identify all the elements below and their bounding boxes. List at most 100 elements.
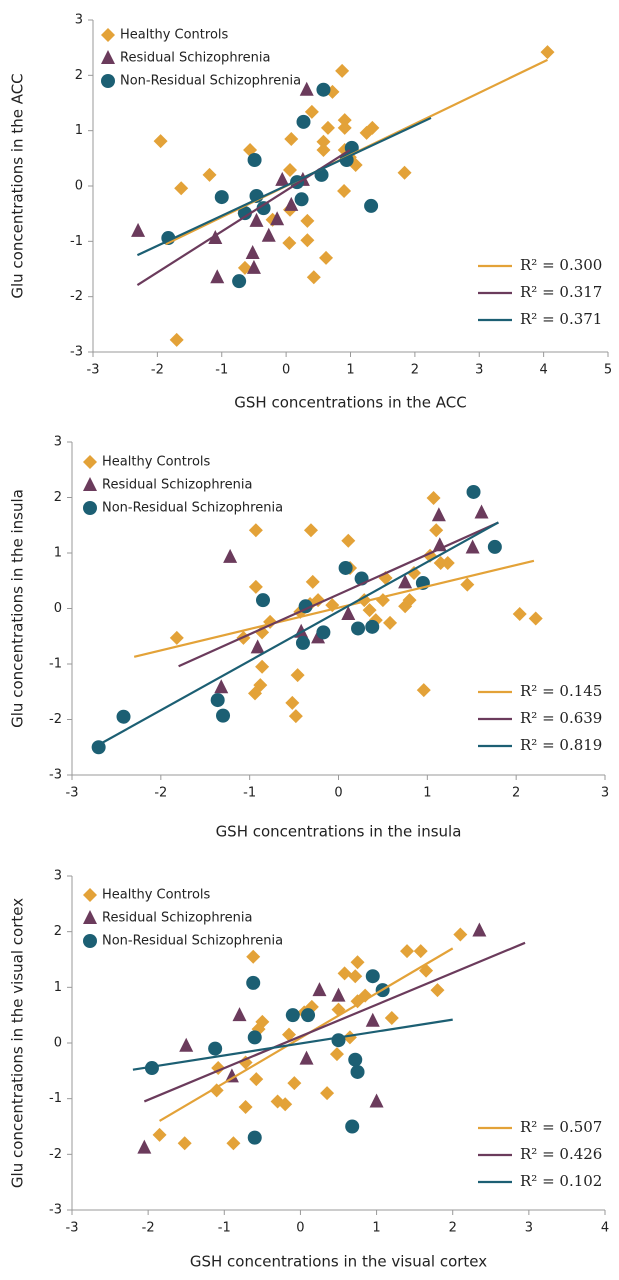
y-tick-label: 3 [54,435,62,450]
r2-label: R² = 0.145 [520,682,602,700]
x-tick-label: 1 [423,786,431,801]
point [345,1119,360,1134]
point [296,114,311,129]
point [131,222,146,237]
point [238,1055,253,1070]
x-tick-label: -1 [215,363,228,378]
point [247,152,262,167]
y-tick-label: 0 [75,179,83,194]
point [320,1086,335,1101]
x-axis-title: GSH concentrations in the visual cortex [190,1253,487,1271]
y-axis-title: Glu concentrations in the insula [9,489,27,728]
point [285,695,300,710]
point [299,1050,314,1065]
point [270,211,285,226]
point [416,683,431,698]
trend-line [133,559,535,658]
point [407,565,422,580]
point [487,539,502,554]
x-tick-label: -3 [87,363,100,378]
point [348,1052,363,1067]
legend-label: Healthy Controls [102,455,211,470]
point [431,507,446,522]
x-tick-label: -2 [154,786,167,801]
y-tick-label: -3 [49,1203,62,1218]
x-tick-label: 0 [334,786,342,801]
x-tick-label: 3 [525,1221,533,1236]
trend-line [132,1018,453,1071]
point [365,120,380,135]
point [179,1037,194,1052]
y-tick-label: 0 [54,1036,62,1051]
legend-label: Healthy Controls [120,28,229,43]
point [460,577,475,592]
y-tick-label: 3 [54,869,62,884]
point [249,212,264,227]
point [284,196,299,211]
legend-label: Residual Schizophrenia [102,911,252,926]
point [246,949,261,964]
y-tick-label: 2 [54,924,62,939]
point [232,1007,247,1022]
y-tick-label: -2 [70,289,83,304]
point [285,1008,300,1023]
point [137,1139,152,1154]
y-tick-label: 2 [54,490,62,505]
legend-label: Residual Schizophrenia [120,51,270,66]
trend-line [93,521,499,749]
point [316,143,331,158]
point [256,201,271,216]
point [369,1093,384,1108]
point [350,955,365,970]
point [472,922,487,937]
point [294,192,309,207]
point [540,45,555,60]
legend-marker [101,74,115,88]
trend-line [143,941,526,1103]
x-tick-label: 1 [372,1221,380,1236]
point [255,659,270,674]
point [152,1127,167,1142]
trend-line [178,521,499,668]
point [335,63,350,78]
point [210,269,225,284]
point [383,615,398,630]
point [350,1064,365,1079]
point [209,1083,224,1098]
point [288,709,303,724]
legend-marker [83,934,97,948]
point [306,270,321,285]
point [512,607,527,622]
point [305,574,320,589]
point [246,259,261,274]
point [278,1097,293,1112]
point [316,82,331,97]
y-tick-label: 0 [54,601,62,616]
point [282,235,297,250]
point [247,686,262,701]
r2-label: R² = 0.317 [520,283,602,301]
point [331,987,346,1002]
point [331,1033,346,1048]
point [465,539,480,554]
x-tick-label: 3 [475,363,483,378]
point [312,982,327,997]
point [301,1008,316,1023]
r2-label: R² = 0.639 [520,709,602,727]
y-tick-label: 1 [54,980,62,995]
point [365,619,380,634]
point [365,1012,380,1027]
point [357,593,372,608]
x-tick-label: 4 [601,1221,609,1236]
point [466,484,481,499]
legend-label: Non-Residual Schizophrenia [102,501,283,516]
r2-label: R² = 0.102 [520,1172,602,1190]
point [169,332,184,347]
point [216,708,231,723]
point [337,966,352,981]
point [284,131,299,146]
point [255,593,270,608]
point [261,227,276,242]
point [153,134,168,149]
r2-label: R² = 0.507 [520,1118,602,1136]
